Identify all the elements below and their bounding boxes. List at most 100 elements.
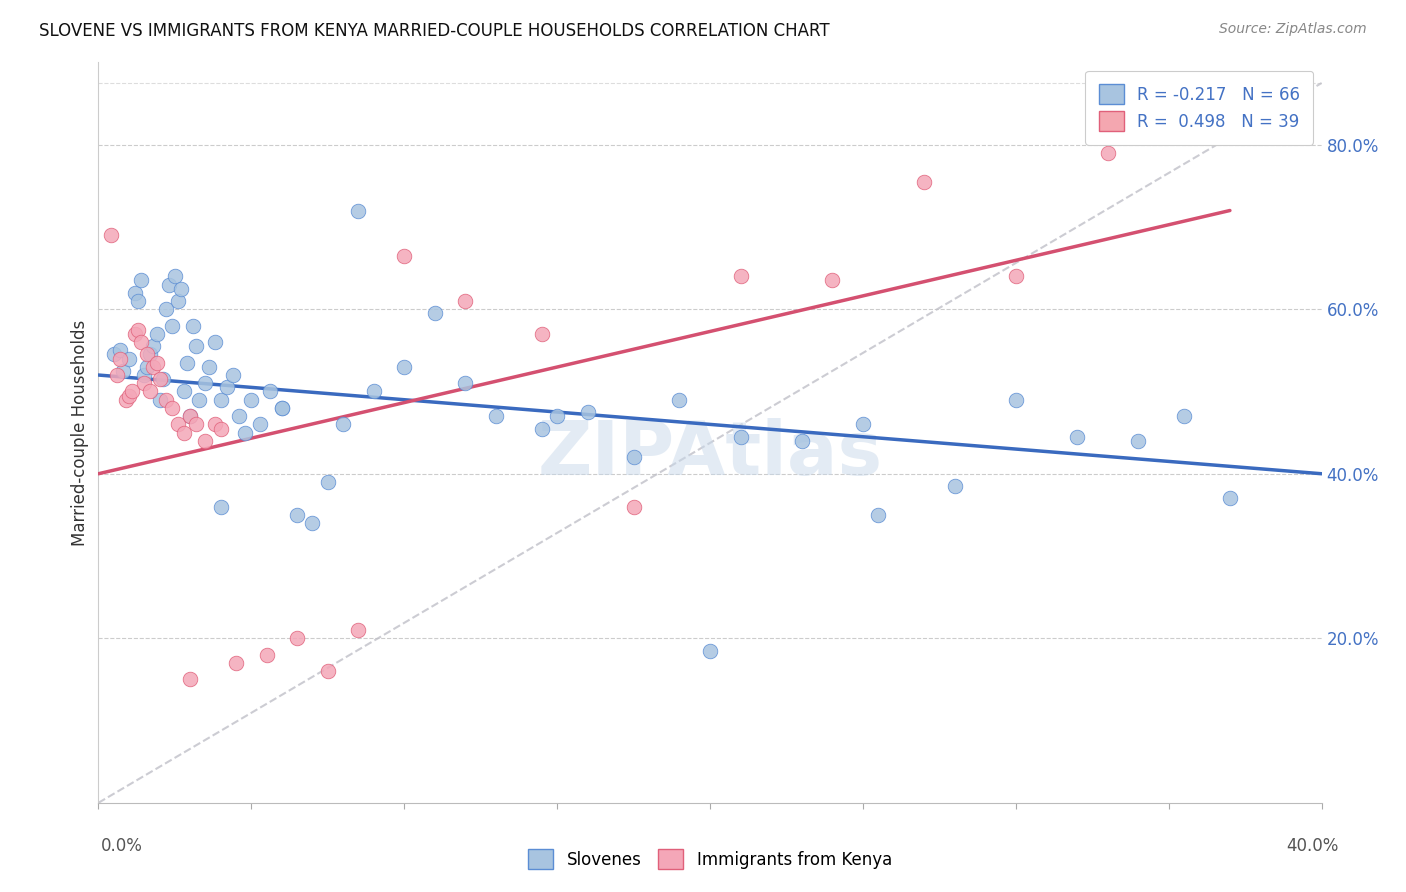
Point [139,384,162,399]
Point [301,516,323,530]
Point [530,421,553,435]
Point [124,285,146,300]
Point [1004,269,1026,284]
Point [1219,491,1241,506]
Point [485,409,508,424]
Point [209,421,232,435]
Point [129,335,152,350]
Point [170,282,193,296]
Point [160,401,183,415]
Point [790,434,813,448]
Point [209,500,232,514]
Legend: Slovenes, Immigrants from Kenya: Slovenes, Immigrants from Kenya [522,842,898,876]
Point [152,372,174,386]
Point [111,364,134,378]
Point [1066,430,1088,444]
Point [139,347,162,361]
Point [576,405,599,419]
Point [259,384,281,399]
Text: 0.0%: 0.0% [101,837,143,855]
Point [215,380,238,394]
Point [100,228,122,243]
Point [121,384,143,399]
Point [179,409,201,424]
Point [129,273,152,287]
Point [209,392,232,407]
Point [912,175,935,189]
Point [149,392,172,407]
Point [176,356,198,370]
Point [173,425,195,440]
Point [240,392,263,407]
Y-axis label: Married-couple Households: Married-couple Households [70,319,89,546]
Text: SLOVENE VS IMMIGRANTS FROM KENYA MARRIED-COUPLE HOUSEHOLDS CORRELATION CHART: SLOVENE VS IMMIGRANTS FROM KENYA MARRIED… [39,22,830,40]
Point [118,351,141,366]
Point [186,417,208,432]
Point [118,388,141,402]
Point [233,425,256,440]
Point [204,335,226,350]
Point [103,347,125,361]
Point [167,417,190,432]
Point [136,359,159,374]
Point [155,392,177,407]
Text: Source: ZipAtlas.com: Source: ZipAtlas.com [1219,22,1367,37]
Point [197,359,219,374]
Point [194,376,217,391]
Point [270,401,292,415]
Point [179,409,201,424]
Point [270,401,292,415]
Point [142,359,165,374]
Point [142,339,165,353]
Point [423,306,446,320]
Text: ZIPAtlas: ZIPAtlas [537,418,883,491]
Point [181,318,204,333]
Point [163,269,186,284]
Point [347,623,370,637]
Point [124,326,146,341]
Point [623,500,645,514]
Point [108,351,131,366]
Point [347,203,370,218]
Point [546,409,568,424]
Point [668,392,690,407]
Point [943,479,966,493]
Point [1097,145,1119,160]
Point [821,273,844,287]
Point [225,656,247,670]
Point [145,326,167,341]
Point [868,508,890,522]
Point [623,450,645,465]
Point [188,392,211,407]
Point [127,323,149,337]
Point [105,368,128,382]
Point [186,339,208,353]
Point [136,347,159,361]
Point [179,673,201,687]
Point [730,269,752,284]
Point [256,648,278,662]
Point [167,293,190,308]
Point [1128,434,1150,448]
Point [228,409,250,424]
Point [392,359,416,374]
Point [316,475,339,489]
Text: 40.0%: 40.0% [1286,837,1339,855]
Point [454,293,477,308]
Point [194,434,217,448]
Point [249,417,271,432]
Point [285,508,308,522]
Point [115,392,138,407]
Point [852,417,875,432]
Point [363,384,385,399]
Point [134,368,156,382]
Point [173,384,195,399]
Point [392,249,416,263]
Point [530,326,553,341]
Point [160,318,183,333]
Point [222,368,245,382]
Point [699,643,721,657]
Point [145,356,167,370]
Point [332,417,354,432]
Point [149,372,172,386]
